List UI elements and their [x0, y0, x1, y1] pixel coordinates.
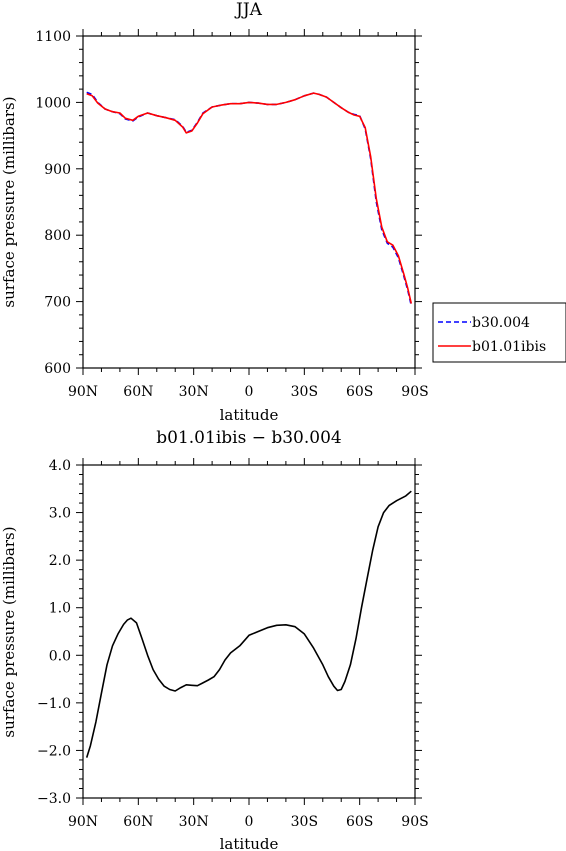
legend: b30.004 b01.01ibis — [432, 302, 566, 363]
top-plot-frame — [82, 35, 416, 369]
bottom-y-tick-label: 3.0 — [49, 506, 71, 522]
bottom-y-tick-label: −1.0 — [37, 696, 71, 712]
bottom-y-axis-title: surface pressure (millibars) — [0, 526, 18, 737]
bottom-series-lines — [85, 490, 412, 758]
bottom-y-tick-label: 2.0 — [49, 553, 71, 569]
bottom-plot-frame — [82, 464, 416, 799]
bottom-y-ticks: −3.0 −2.0 −1.0 0.0 1.0 2.0 3.0 4.0 — [37, 458, 422, 807]
top-x-tick-label: 90S — [401, 384, 428, 400]
top-x-ticks: 90N 60N 30N 0 30S 60S 90S — [68, 29, 429, 400]
bottom-x-ticks: 90N 60N 30N 0 30S 60S 90S — [68, 458, 429, 830]
top-y-axis-title: surface pressure (millibars) — [0, 96, 18, 307]
bottom-x-tick-label: 60N — [123, 814, 153, 830]
bottom-x-tick-label: 30S — [291, 814, 318, 830]
bottom-series-line-difference — [85, 490, 412, 758]
top-y-ticks: 600 700 800 900 1000 1100 — [35, 29, 422, 377]
top-y-tick-label: 800 — [44, 228, 71, 244]
bottom-y-tick-label: −2.0 — [37, 743, 71, 759]
top-x-tick-label: 60S — [346, 384, 373, 400]
top-x-tick-label: 60N — [123, 384, 153, 400]
bottom-x-tick-label: 60S — [346, 814, 373, 830]
top-y-tick-label: 700 — [44, 295, 71, 311]
top-x-tick-label: 30N — [179, 384, 209, 400]
top-x-axis-title: latitude — [220, 406, 279, 424]
top-y-tick-label: 1000 — [35, 95, 71, 111]
bottom-x-tick-label: 0 — [245, 814, 254, 830]
bottom-y-tick-label: −3.0 — [37, 791, 71, 807]
top-series-line-b01-01ibis — [86, 92, 413, 304]
top-series-lines — [86, 91, 413, 306]
bottom-chart-title: b01.01ibis − b30.004 — [156, 428, 341, 448]
bottom-y-tick-label: 1.0 — [49, 601, 71, 617]
bottom-x-tick-label: 90N — [68, 814, 98, 830]
top-x-tick-label: 0 — [245, 384, 254, 400]
top-panel: JJA surface pressure (millibars) latitud… — [0, 0, 429, 424]
bottom-panel: b01.01ibis − b30.004 surface pressure (m… — [0, 428, 429, 851]
legend-label-b01-01ibis: b01.01ibis — [472, 339, 546, 355]
bottom-y-tick-label: 0.0 — [49, 648, 71, 664]
legend-box — [432, 302, 566, 363]
top-x-tick-label: 90N — [68, 384, 98, 400]
top-y-tick-label: 1100 — [35, 29, 71, 45]
top-series-line-b30-004 — [86, 91, 413, 306]
top-x-tick-label: 30S — [291, 384, 318, 400]
bottom-y-tick-label: 4.0 — [49, 458, 71, 474]
top-chart-title: JJA — [234, 0, 263, 20]
top-y-tick-label: 600 — [44, 361, 71, 377]
bottom-x-tick-label: 90S — [401, 814, 428, 830]
top-y-tick-label: 900 — [44, 162, 71, 178]
bottom-x-axis-title: latitude — [220, 835, 279, 851]
bottom-x-tick-label: 30N — [179, 814, 209, 830]
legend-label-b30-004: b30.004 — [472, 315, 530, 331]
